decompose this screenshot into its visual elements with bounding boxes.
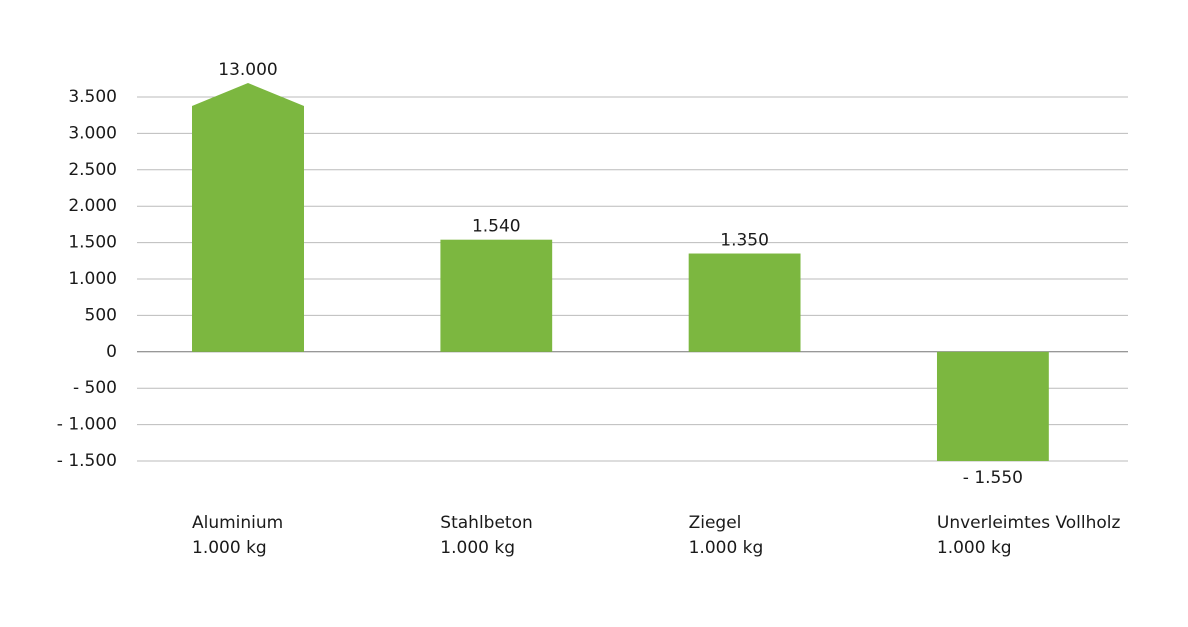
y-tick-label: 0 xyxy=(106,342,117,362)
y-tick-label: 3.500 xyxy=(68,87,117,107)
x-tick-unit: 1.000 kg xyxy=(937,538,1012,558)
y-tick-label: 2.500 xyxy=(68,160,117,180)
x-tick-label: Aluminium xyxy=(192,513,283,533)
y-tick-label: - 500 xyxy=(73,378,117,398)
bar xyxy=(936,351,1049,461)
bar xyxy=(688,253,801,352)
value-label: - 1.550 xyxy=(963,468,1023,488)
bar xyxy=(192,83,304,352)
y-tick-label: 2.000 xyxy=(68,196,117,216)
x-tick-label: Unverleimtes Vollholz xyxy=(937,513,1121,533)
x-tick-label: Ziegel xyxy=(689,513,742,533)
x-tick-unit: 1.000 kg xyxy=(192,538,267,558)
y-tick-label: 500 xyxy=(85,305,117,325)
value-label: 1.540 xyxy=(472,217,521,237)
x-tick-label: Stahlbeton xyxy=(440,513,532,533)
y-tick-label: 1.000 xyxy=(68,269,117,289)
value-label: 1.350 xyxy=(720,231,769,251)
bar xyxy=(440,239,553,352)
x-tick-unit: 1.000 kg xyxy=(440,538,515,558)
y-tick-label: 3.000 xyxy=(68,123,117,143)
value-label: 13.000 xyxy=(218,60,277,80)
y-tick-label: - 1.000 xyxy=(57,415,117,435)
x-tick-unit: 1.000 kg xyxy=(689,538,764,558)
y-tick-label: - 1.500 xyxy=(57,451,117,471)
y-tick-label: 1.500 xyxy=(68,233,117,253)
